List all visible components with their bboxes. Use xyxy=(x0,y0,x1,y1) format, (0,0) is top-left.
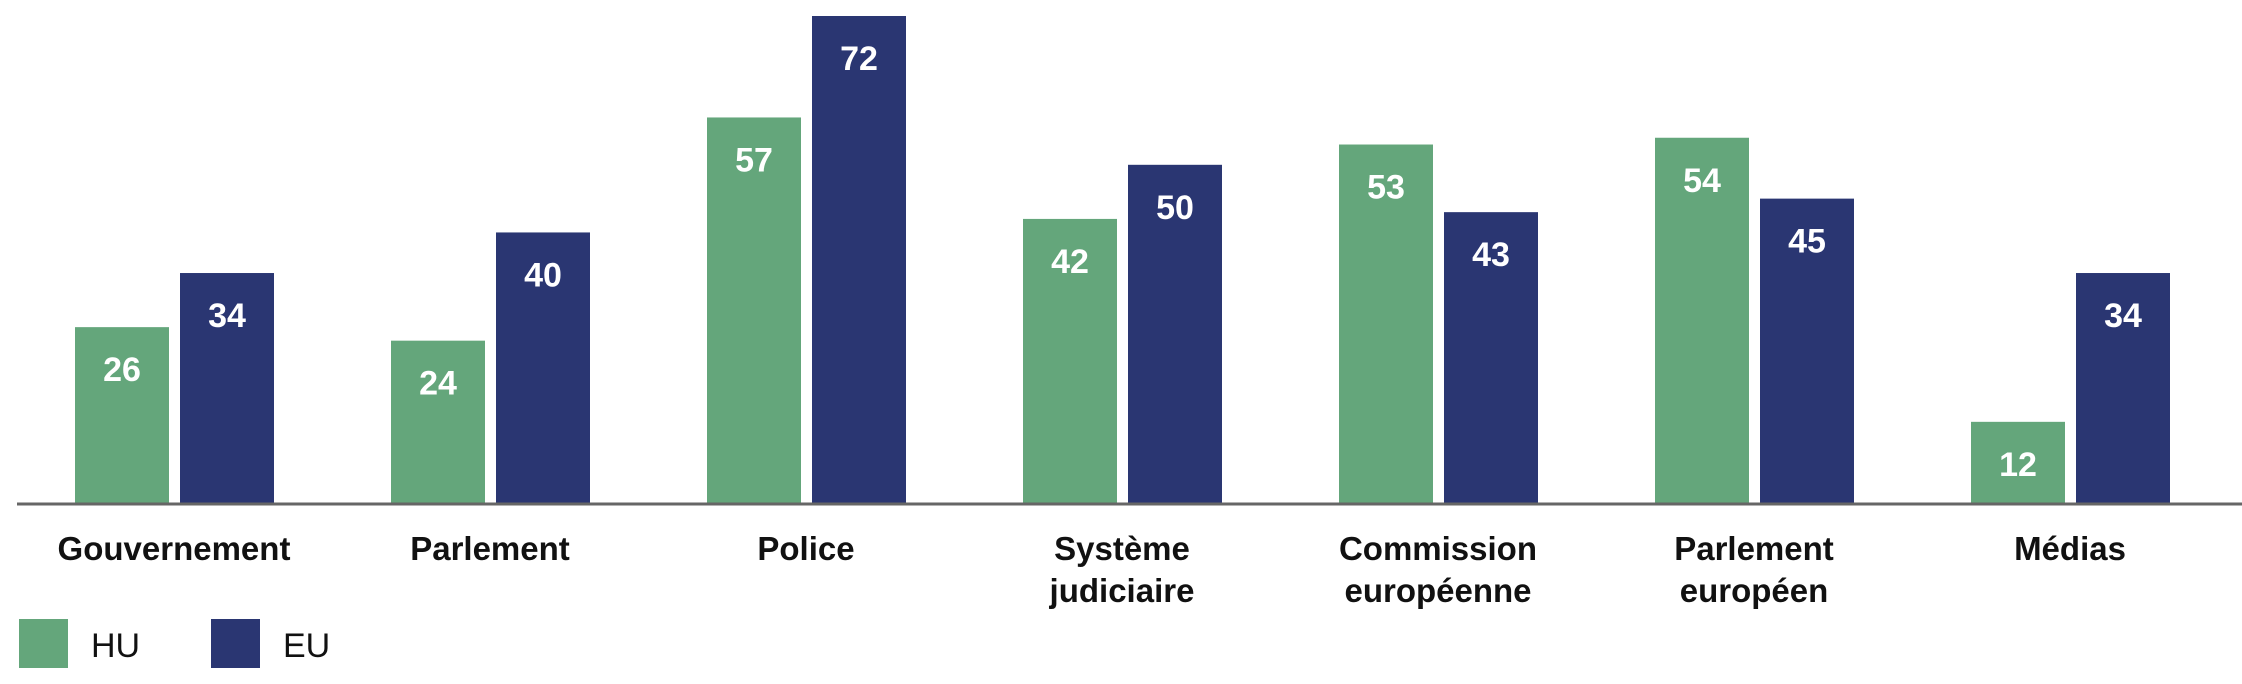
data-label-hu: 26 xyxy=(103,351,141,389)
category-label: Gouvernement xyxy=(58,530,291,567)
category-label-line: Police xyxy=(757,530,854,567)
category-label: Parlement européen xyxy=(1674,530,1834,609)
data-label-eu: 34 xyxy=(208,297,246,335)
category-label-line: Gouvernement xyxy=(58,530,291,567)
data-label-eu: 43 xyxy=(1472,236,1510,274)
data-label-hu: 57 xyxy=(735,141,773,179)
bar-hu xyxy=(391,340,485,503)
bar-eu xyxy=(812,16,906,503)
category-label-line: Parlement xyxy=(1674,530,1834,567)
category-label: Système judiciaire xyxy=(1049,530,1195,609)
data-label-eu: 40 xyxy=(524,256,562,294)
data-label-eu: 45 xyxy=(1788,223,1826,261)
category-label-line: européen xyxy=(1680,572,1829,609)
legend-label-hu: HU xyxy=(91,627,140,665)
category-label-line: Médias xyxy=(2014,530,2126,567)
bar-hu xyxy=(1971,421,2065,503)
category-label: Commission européenne xyxy=(1339,530,1537,609)
bar-hu xyxy=(1655,137,1749,503)
bar-eu xyxy=(496,232,590,503)
legend-swatch-hu xyxy=(19,619,68,668)
category-label: Médias xyxy=(2014,530,2126,567)
bar-hu xyxy=(75,327,169,503)
data-label-hu: 12 xyxy=(1999,446,2037,484)
bar-hu xyxy=(1023,218,1117,503)
category-label-line: européenne xyxy=(1344,572,1531,609)
data-label-hu: 54 xyxy=(1683,162,1721,200)
bar-eu xyxy=(1444,212,1538,503)
bar-eu xyxy=(1760,198,1854,503)
data-label-hu: 42 xyxy=(1051,243,1089,281)
category-label-line: judiciaire xyxy=(1049,572,1195,609)
data-label-eu: 50 xyxy=(1156,189,1194,227)
legend-label-eu: EU xyxy=(283,627,330,665)
data-label-eu: 72 xyxy=(840,40,878,78)
bar-hu xyxy=(707,117,801,503)
bar-eu xyxy=(2076,273,2170,503)
bar-eu xyxy=(1128,164,1222,504)
data-label-hu: 24 xyxy=(419,365,457,403)
data-label-eu: 34 xyxy=(2104,297,2142,335)
bar-eu xyxy=(180,273,274,503)
category-label-line: Parlement xyxy=(410,530,570,567)
category-label: Parlement xyxy=(410,530,570,567)
bar-hu xyxy=(1339,144,1433,503)
category-label-line: Commission xyxy=(1339,530,1537,567)
category-label-line: Système xyxy=(1054,530,1190,567)
legend-swatch-eu xyxy=(211,619,260,668)
data-label-hu: 53 xyxy=(1367,169,1405,207)
category-label: Police xyxy=(757,530,854,567)
